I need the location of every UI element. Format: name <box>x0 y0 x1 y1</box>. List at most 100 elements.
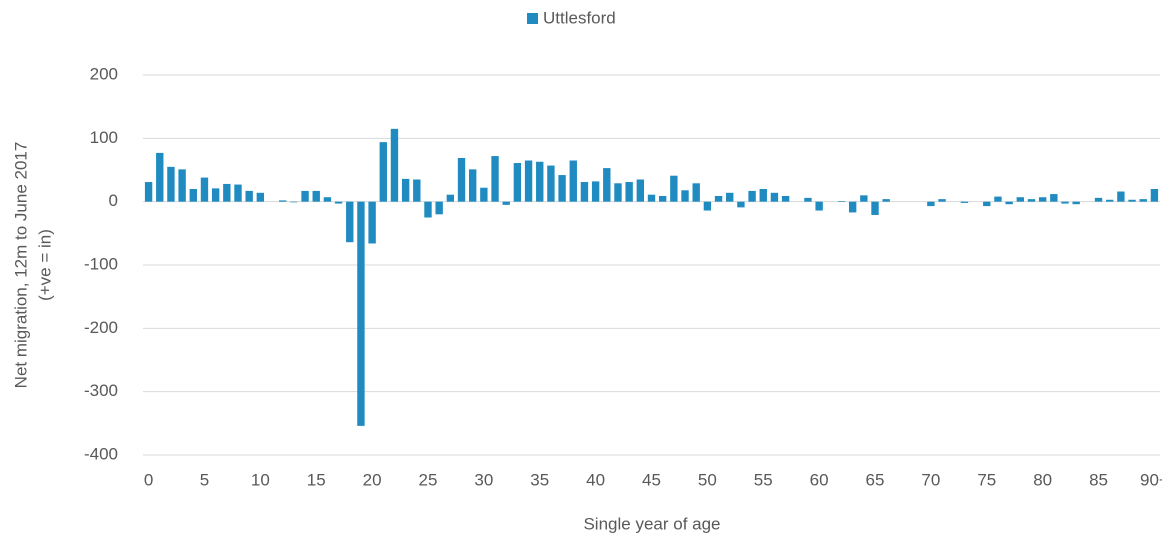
bar <box>770 192 779 202</box>
bar <box>636 179 645 202</box>
bar <box>670 175 678 202</box>
bar <box>167 166 175 202</box>
bar <box>480 187 488 202</box>
bar <box>446 194 455 202</box>
bar <box>346 201 354 243</box>
y-tick-label: 100 <box>90 128 118 147</box>
bar <box>178 169 186 202</box>
x-tick-label: 0 <box>144 470 153 489</box>
bar <box>211 188 220 202</box>
bar <box>860 195 868 202</box>
x-tick-label: 35 <box>530 470 549 489</box>
bar <box>1061 201 1069 204</box>
bar <box>569 160 577 202</box>
bar <box>1072 201 1080 205</box>
x-tick-label: 50 <box>698 470 717 489</box>
bar <box>468 169 477 202</box>
bar <box>927 201 935 207</box>
x-tick-label: 25 <box>419 470 438 489</box>
y-tick-label: -200 <box>84 318 118 337</box>
bar <box>804 197 812 202</box>
bar <box>692 183 700 202</box>
bar <box>457 157 466 202</box>
bar <box>256 192 265 202</box>
bar <box>848 201 857 213</box>
bar <box>223 183 231 202</box>
bar <box>323 197 332 202</box>
bar <box>625 182 633 202</box>
bar <box>413 179 421 202</box>
x-tick-label: 75 <box>977 470 996 489</box>
bar <box>681 190 689 202</box>
bar <box>614 183 622 202</box>
x-tick-label: 20 <box>363 470 382 489</box>
x-axis-title: Single year of age <box>583 514 720 533</box>
bar <box>502 201 510 205</box>
x-tick-label: 80 <box>1033 470 1052 489</box>
bar <box>603 168 611 202</box>
bar <box>424 201 432 218</box>
bar <box>558 175 566 202</box>
x-tick-label: 5 <box>200 470 209 489</box>
bar <box>960 201 969 203</box>
bar <box>1038 197 1047 202</box>
legend-swatch <box>527 13 538 24</box>
bar <box>1106 199 1114 202</box>
bar <box>189 189 197 202</box>
bar <box>994 196 1002 202</box>
bar <box>737 201 745 208</box>
bar <box>714 195 723 202</box>
bar <box>390 128 399 202</box>
bar <box>357 201 365 426</box>
bar <box>156 152 164 202</box>
y-tick-label: -100 <box>84 254 118 273</box>
x-tick-label: 30 <box>474 470 493 489</box>
x-tick-label: 55 <box>754 470 773 489</box>
bar <box>234 184 242 202</box>
bar <box>524 160 533 202</box>
bar <box>1117 191 1125 202</box>
bar <box>647 194 656 202</box>
bar <box>290 201 298 203</box>
x-tick-label: 45 <box>642 470 661 489</box>
bar <box>1128 199 1136 202</box>
bar <box>837 201 846 202</box>
bar <box>144 182 153 202</box>
bar <box>491 156 499 202</box>
bar <box>1150 189 1159 202</box>
bar <box>1027 199 1036 202</box>
x-tick-label: 10 <box>251 470 270 489</box>
bar <box>513 163 522 202</box>
x-tick-label: 15 <box>307 470 326 489</box>
bar <box>401 178 410 202</box>
bar <box>200 177 209 202</box>
bar <box>435 201 443 215</box>
bar <box>245 190 253 202</box>
bar <box>379 142 387 202</box>
bar <box>815 201 823 211</box>
bar <box>547 165 555 202</box>
y-tick-label: -300 <box>84 381 118 400</box>
bar <box>1016 197 1024 202</box>
x-tick-label: 60 <box>810 470 829 489</box>
y-tick-label: 0 <box>109 191 118 210</box>
bar <box>938 199 946 202</box>
bar <box>301 190 309 202</box>
bar <box>334 201 343 204</box>
bar <box>726 192 734 202</box>
bar <box>591 181 600 202</box>
bar <box>312 190 320 202</box>
x-tick-label: 40 <box>586 470 605 489</box>
bar <box>983 201 991 207</box>
y-tick-label: -400 <box>84 444 118 463</box>
bar <box>703 201 712 211</box>
y-axis-title: (+ve = in) <box>35 229 54 301</box>
bar <box>1005 201 1013 205</box>
bar <box>871 201 879 215</box>
x-tick-label: 65 <box>866 470 885 489</box>
bar <box>748 190 756 202</box>
bar <box>781 195 790 202</box>
bar <box>1139 199 1147 202</box>
y-tick-label: 200 <box>90 64 118 83</box>
